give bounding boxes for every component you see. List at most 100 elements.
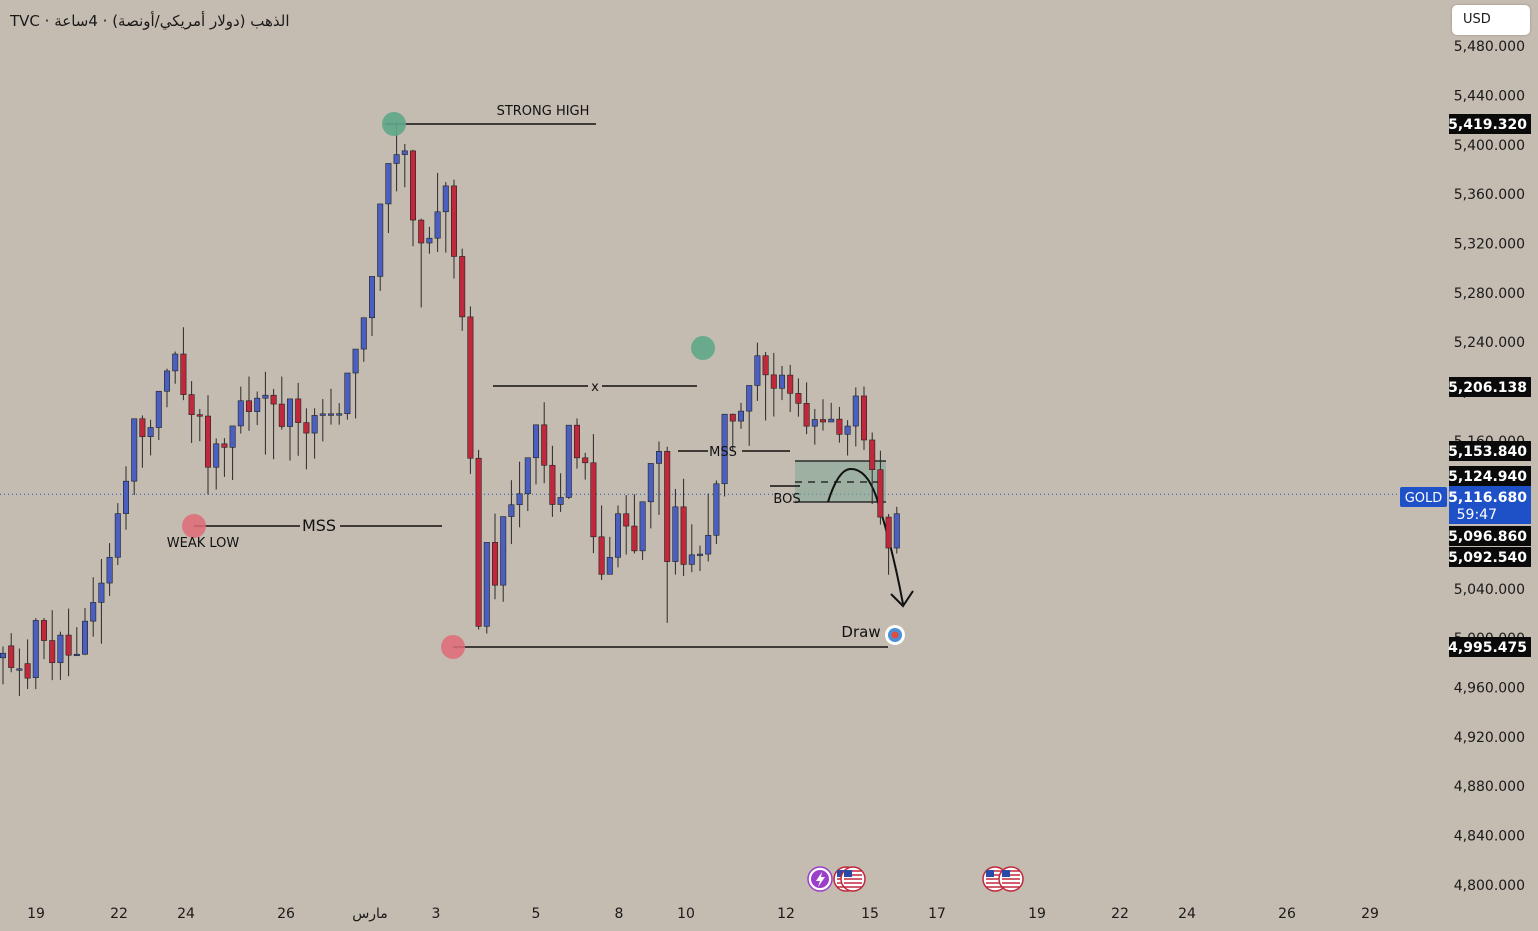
x-tick-label: 26 <box>1278 906 1296 922</box>
candle <box>811 409 818 445</box>
candle-body <box>721 413 728 485</box>
candle <box>385 163 392 234</box>
candle-body <box>582 457 589 464</box>
price-tag: 5,124.940 <box>1448 466 1531 486</box>
candle <box>713 480 720 544</box>
symbol-tag: GOLD <box>1400 487 1447 507</box>
candle-body <box>270 394 277 405</box>
x-tick-label: 3 <box>432 906 441 922</box>
annotation-lines <box>194 123 914 648</box>
candle-body <box>8 645 15 668</box>
candle <box>164 368 171 408</box>
candle-body <box>803 403 810 427</box>
event-icons[interactable] <box>807 866 1024 892</box>
strong-high-marker <box>382 112 406 136</box>
price-tag-bg <box>1449 466 1531 486</box>
candle <box>229 425 236 481</box>
currency-button[interactable]: USD <box>1452 5 1530 35</box>
event-icon[interactable] <box>840 866 866 892</box>
candle <box>860 386 867 450</box>
candle <box>327 388 334 425</box>
candle-body <box>770 374 777 389</box>
x-axis: 19 22 24 26 مارس 3 5 8 10 12 15 17 19 22 24 26 29 <box>27 906 1379 922</box>
candle <box>721 413 728 497</box>
candle <box>688 524 695 573</box>
candle-body <box>172 353 179 372</box>
flag-canton <box>1002 870 1010 877</box>
candle-body <box>869 439 876 471</box>
candle-body <box>729 413 736 422</box>
candle <box>180 327 187 401</box>
weak-low-label: WEAK LOW <box>167 536 240 551</box>
mss-label: MSS <box>302 516 336 535</box>
candle-body <box>811 419 818 427</box>
candle-body <box>631 525 638 552</box>
candle <box>426 226 433 254</box>
candle <box>844 420 851 456</box>
candle <box>631 494 638 554</box>
candle <box>418 218 425 308</box>
candle <box>647 463 654 529</box>
candle-body <box>295 398 302 423</box>
candle <box>24 639 31 690</box>
candle <box>623 495 630 555</box>
candle-body <box>467 316 474 459</box>
candle <box>737 402 744 429</box>
candle-body <box>549 464 556 505</box>
chart-title: TVC · الذهب (دولار أمريكي/أونصة) · 4ساعة <box>10 12 290 30</box>
event-icon[interactable] <box>998 866 1024 892</box>
y-tick-label: 5,480.000 <box>1454 39 1525 55</box>
y-tick-label: 4,880.000 <box>1454 779 1525 795</box>
candle-body <box>500 516 507 586</box>
price-tag-text: 5,206.138 <box>1448 380 1527 396</box>
y-tick-label: 5,240.000 <box>1454 335 1525 351</box>
candle <box>729 413 736 451</box>
price-tag: 5,096.860 <box>1448 526 1531 546</box>
candle <box>49 610 56 681</box>
candle <box>254 391 261 426</box>
candle-body <box>459 256 466 318</box>
candle <box>869 432 876 504</box>
candle-body <box>442 185 449 213</box>
price-tag: 5,153.840 <box>1448 441 1531 461</box>
x-tick-label: 5 <box>532 906 541 922</box>
candle-body <box>106 556 113 584</box>
candle-body <box>606 556 613 575</box>
candle <box>705 493 712 562</box>
candle <box>336 403 343 425</box>
candle <box>106 543 113 596</box>
price-tag-text: 5,153.840 <box>1448 444 1527 460</box>
candle <box>0 646 6 685</box>
candle-body <box>311 415 318 434</box>
candle-body <box>114 513 121 558</box>
candle-body <box>647 463 654 503</box>
swing-high-marker <box>691 336 715 360</box>
candle-body <box>541 424 548 466</box>
candle-body <box>303 422 310 434</box>
candle <box>459 248 466 331</box>
candle <box>311 408 318 459</box>
price-tag-bg <box>1449 526 1531 546</box>
candle-body <box>475 457 482 627</box>
candle-body <box>828 418 835 423</box>
y-tick-label: 5,360.000 <box>1454 187 1525 203</box>
candle <box>172 351 179 384</box>
flag-canton <box>837 870 845 877</box>
x-tick-label: 10 <box>677 906 695 922</box>
candle-body <box>852 395 859 427</box>
candle <box>57 631 64 680</box>
candle <box>213 438 220 490</box>
candle <box>483 542 490 634</box>
candle-body <box>639 501 646 552</box>
candle <box>278 376 285 430</box>
candle <box>221 438 228 477</box>
price-tag-text: 5,092.540 <box>1448 550 1527 566</box>
price-tag: 4,995.475 <box>1448 637 1531 657</box>
price-tag-text: 5,419.320 <box>1448 117 1527 133</box>
candle-body <box>262 394 269 399</box>
candle-body <box>877 469 884 518</box>
event-icon[interactable] <box>807 866 833 892</box>
